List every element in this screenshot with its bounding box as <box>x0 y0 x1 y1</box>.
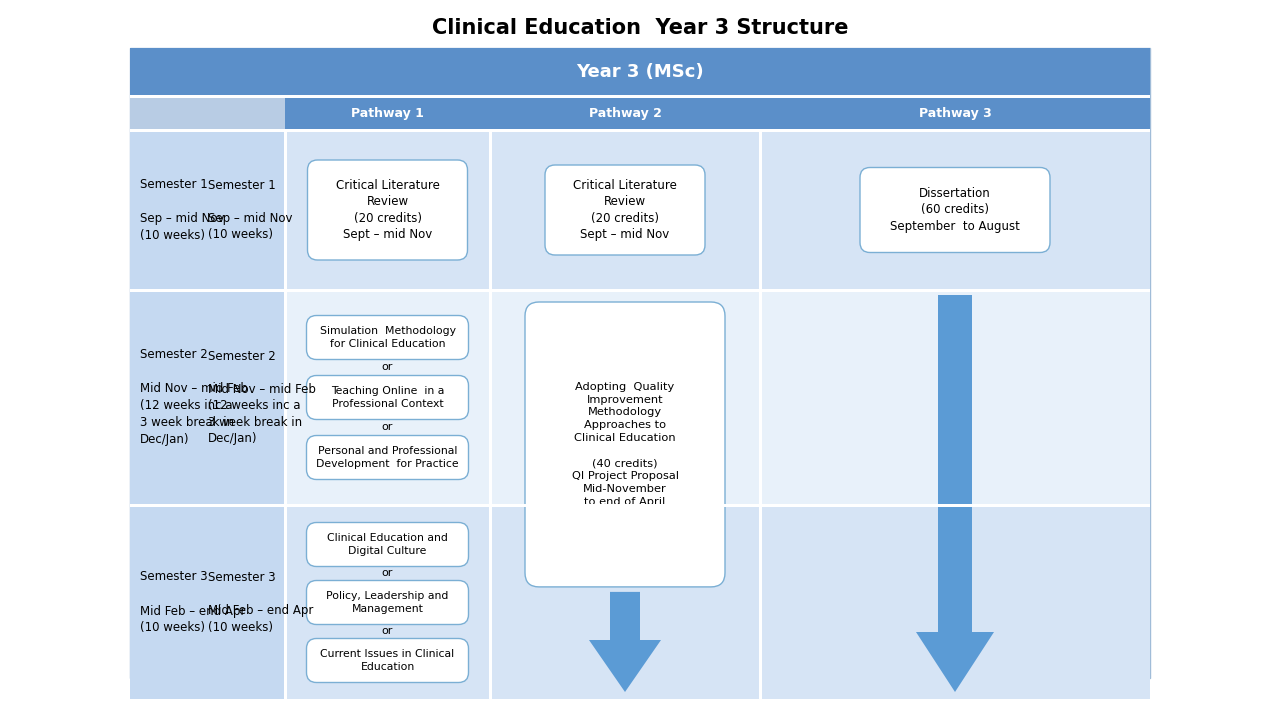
Text: Semester 2

Mid Nov – mid Feb
(12 weeks inc a
3 week break in
Dec/Jan): Semester 2 Mid Nov – mid Feb (12 weeks i… <box>207 350 315 445</box>
Text: Teaching Online  in a
Professional Context: Teaching Online in a Professional Contex… <box>330 386 444 409</box>
Bar <box>131 504 1149 506</box>
Text: Pathway 1: Pathway 1 <box>351 107 424 120</box>
Bar <box>760 96 1149 130</box>
Text: or: or <box>381 423 393 433</box>
FancyBboxPatch shape <box>306 315 468 359</box>
FancyBboxPatch shape <box>306 436 468 480</box>
Text: Policy, Leadership and
Management: Policy, Leadership and Management <box>326 591 449 614</box>
Text: Clinical Education and
Digital Culture: Clinical Education and Digital Culture <box>328 533 448 556</box>
Text: Dissertation
(60 credits)
September  to August: Dissertation (60 credits) September to A… <box>890 187 1020 233</box>
Bar <box>759 130 762 700</box>
FancyBboxPatch shape <box>306 376 468 420</box>
FancyBboxPatch shape <box>306 639 468 683</box>
Text: Critical Literature
Review
(20 credits)
Sept – mid Nov: Critical Literature Review (20 credits) … <box>573 179 677 241</box>
Bar <box>131 505 285 700</box>
FancyBboxPatch shape <box>860 168 1050 253</box>
Text: Semester 1

Sep – mid Nov
(10 weeks): Semester 1 Sep – mid Nov (10 weeks) <box>140 178 224 242</box>
Bar <box>489 130 492 700</box>
Text: Adopting  Quality
Improvement
Methodology
Approaches to
Clinical Education

(40 : Adopting Quality Improvement Methodology… <box>571 382 678 507</box>
Bar <box>131 48 1149 96</box>
Bar <box>131 699 1149 701</box>
Bar <box>131 96 285 130</box>
Text: or: or <box>381 569 393 578</box>
FancyBboxPatch shape <box>306 580 468 624</box>
Text: or: or <box>381 626 393 636</box>
Text: Pathway 3: Pathway 3 <box>919 107 992 120</box>
Bar <box>131 129 1149 132</box>
Polygon shape <box>916 295 995 692</box>
Text: or: or <box>381 362 393 372</box>
Bar <box>131 130 1149 290</box>
Text: Semester 2

Mid Nov – mid Feb
(12 weeks inc a
3 week break in
Dec/Jan): Semester 2 Mid Nov – mid Feb (12 weeks i… <box>140 348 248 446</box>
Text: Personal and Professional
Development  for Practice: Personal and Professional Development fo… <box>316 446 458 469</box>
Bar <box>285 96 490 130</box>
Polygon shape <box>589 592 660 692</box>
Text: Semester 1

Sep – mid Nov
(10 weeks): Semester 1 Sep – mid Nov (10 weeks) <box>207 179 292 241</box>
FancyBboxPatch shape <box>307 160 467 260</box>
Bar <box>131 290 1149 505</box>
Text: Semester 3

Mid Feb – end Apr
(10 weeks): Semester 3 Mid Feb – end Apr (10 weeks) <box>207 571 312 634</box>
Text: Simulation  Methodology
for Clinical Education: Simulation Methodology for Clinical Educ… <box>320 326 456 349</box>
Text: Clinical Education  Year 3 Structure: Clinical Education Year 3 Structure <box>431 18 849 38</box>
Bar <box>490 96 760 130</box>
Bar <box>284 130 287 700</box>
Bar <box>131 48 1149 678</box>
Bar <box>131 505 1149 700</box>
Bar <box>131 130 285 290</box>
Text: Semester 3

Mid Feb – end Apr
(10 weeks): Semester 3 Mid Feb – end Apr (10 weeks) <box>140 570 246 634</box>
FancyBboxPatch shape <box>545 165 705 255</box>
FancyBboxPatch shape <box>306 523 468 567</box>
Text: Current Issues in Clinical
Education: Current Issues in Clinical Education <box>320 649 454 672</box>
Bar <box>131 95 1149 97</box>
Bar <box>131 289 1149 292</box>
Text: Critical Literature
Review
(20 credits)
Sept – mid Nov: Critical Literature Review (20 credits) … <box>335 179 439 241</box>
Text: Pathway 2: Pathway 2 <box>589 107 662 120</box>
FancyBboxPatch shape <box>525 302 724 587</box>
Bar <box>131 290 285 505</box>
Text: Year 3 (MSc): Year 3 (MSc) <box>576 63 704 81</box>
